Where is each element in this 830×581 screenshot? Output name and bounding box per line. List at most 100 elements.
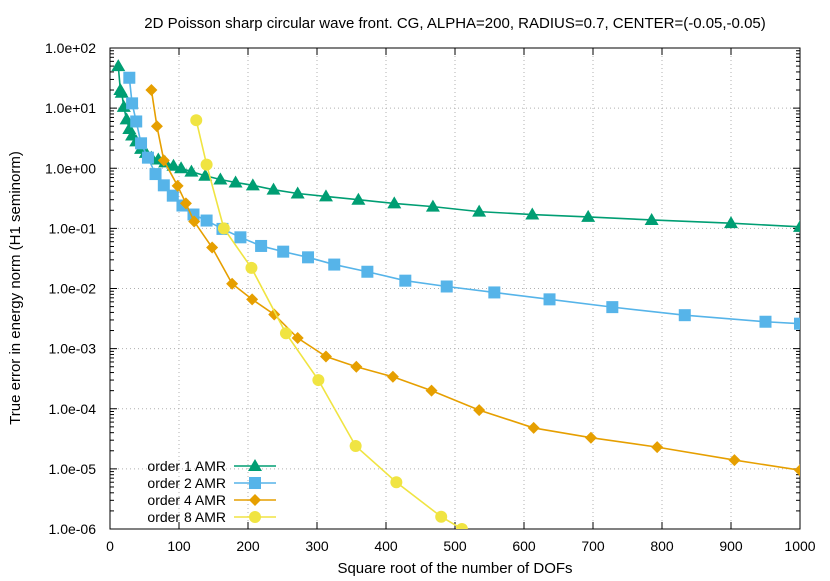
data-point [290,186,305,199]
data-point [312,374,325,387]
legend-marker [248,459,262,471]
series-1 [111,59,800,232]
data-point [179,197,192,210]
data-point [217,222,230,235]
data-point [759,315,772,328]
x-tick-label: 700 [581,538,605,554]
grid [110,48,800,529]
data-point [425,199,440,212]
data-point [245,178,260,191]
data-point [291,332,304,345]
series-line [117,66,800,228]
data-point [525,207,540,220]
y-tick-label: 1.0e-02 [49,281,97,297]
data-point [188,215,201,228]
data-point [198,168,213,181]
data-point [174,161,189,174]
data-point [386,370,399,383]
data-point [234,231,247,244]
data-point [351,192,366,205]
data-point [226,277,239,290]
data-point [387,196,402,209]
data-point [200,214,213,227]
x-tick-label: 500 [443,538,467,554]
data-point [644,212,659,225]
data-point [166,189,179,202]
data-point [361,265,374,278]
y-tick-label: 1.0e-05 [49,461,97,477]
data-point [166,158,181,171]
data-point [190,114,203,127]
series-2 [123,71,800,330]
data-point [543,293,556,306]
data-point [606,301,619,314]
x-tick-label: 900 [719,538,743,554]
data-point [126,97,139,110]
data-point [728,454,741,467]
data-point [390,476,403,489]
data-point [228,175,243,188]
data-point [187,208,200,221]
y-tick-label: 1.0e+00 [45,160,96,176]
series-layer [111,59,800,529]
data-point [350,360,363,373]
data-point [130,115,143,128]
y-axis-ticks: 1.0e+02 1.0e+01 1.0e+00 1.0e-01 1.0e-02 1.0e-… [45,40,800,537]
x-tick-label: 300 [305,538,329,554]
data-point [455,523,468,529]
data-point [349,440,362,453]
data-point [184,164,199,177]
data-point [114,85,129,98]
data-point [302,251,315,264]
data-point [724,216,738,229]
x-tick-label: 800 [650,538,674,554]
data-point [319,350,332,363]
data-point [141,151,154,164]
data-point [246,293,259,306]
legend-marker [249,494,261,506]
x-tick-label: 400 [374,538,398,554]
data-point [527,421,540,434]
legend-label: order 4 AMR [147,492,226,508]
data-point [793,219,800,232]
data-point [149,168,162,181]
data-point [213,172,228,185]
y-tick-label: 1.0e-04 [49,401,97,417]
series-4 [190,114,468,529]
x-tick-label: 100 [167,538,191,554]
legend-label: order 2 AMR [147,475,226,491]
x-tick-label: 200 [236,538,260,554]
data-point [206,241,219,254]
data-point [678,309,691,322]
data-point [245,261,258,274]
data-point [472,204,487,217]
data-point [279,327,292,340]
legend-marker [249,511,261,523]
series-line [195,120,463,529]
series-3 [145,84,800,477]
data-point [399,274,412,287]
x-axis-label: Square root of the number of DOFs [337,560,572,577]
y-tick-label: 1.0e+01 [45,100,96,116]
data-point [794,317,800,330]
data-point [425,384,438,397]
data-point [581,209,596,222]
legend-label: order 1 AMR [147,458,226,474]
data-point [135,137,148,150]
data-point [435,510,448,523]
data-point [150,120,163,133]
data-point [145,84,158,97]
y-tick-label: 1.0e-01 [49,220,97,236]
x-tick-label: 600 [512,538,536,554]
data-point [277,245,290,258]
data-point [328,258,341,271]
legend-marker [249,477,261,489]
data-point [119,112,134,125]
data-point [171,179,184,192]
data-point [266,182,281,195]
data-point [473,404,486,417]
data-point [318,189,333,202]
x-axis-ticks: 0 100 200 300 400 500 600 700 800 900 1000 [106,48,816,554]
